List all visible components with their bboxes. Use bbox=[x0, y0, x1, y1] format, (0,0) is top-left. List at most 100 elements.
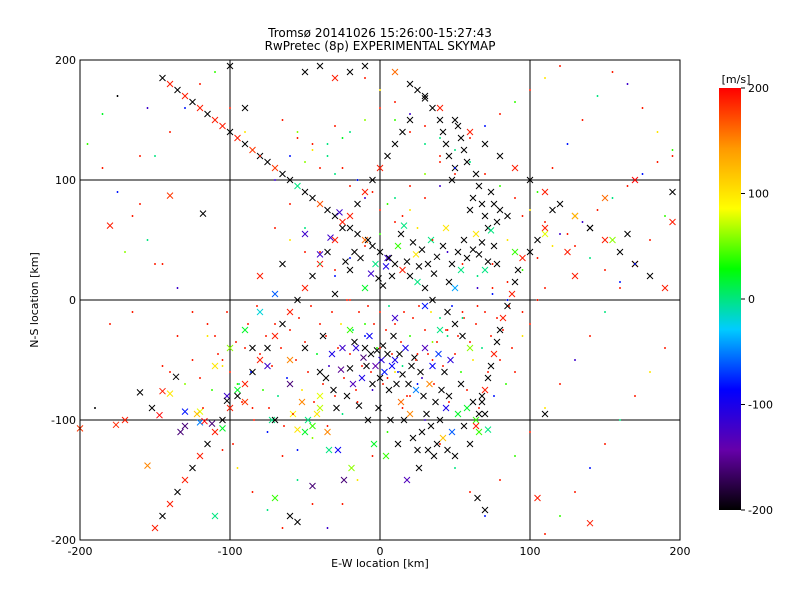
cross-marker bbox=[430, 452, 438, 460]
cross-marker bbox=[541, 410, 549, 418]
point-marker bbox=[386, 431, 389, 433]
point-marker bbox=[202, 407, 204, 409]
cross-marker bbox=[661, 284, 669, 292]
cross-marker bbox=[466, 344, 474, 352]
colorbar-tick-label: -100 bbox=[748, 399, 773, 412]
cross-marker bbox=[234, 392, 241, 400]
cross-marker bbox=[444, 446, 451, 454]
cross-marker bbox=[504, 212, 511, 220]
point-marker bbox=[262, 389, 264, 391]
cross-marker bbox=[444, 308, 451, 316]
cross-marker bbox=[208, 420, 216, 427]
cross-marker bbox=[463, 404, 471, 412]
cross-marker bbox=[234, 134, 241, 142]
y-tick-label: 200 bbox=[55, 54, 76, 67]
cross-marker bbox=[427, 236, 435, 244]
cross-marker bbox=[414, 446, 421, 454]
cross-marker bbox=[406, 116, 414, 124]
cross-marker bbox=[511, 248, 519, 256]
cross-marker bbox=[376, 374, 384, 382]
cross-marker bbox=[469, 194, 477, 202]
point-marker bbox=[146, 239, 149, 241]
point-marker bbox=[514, 197, 516, 199]
point-marker bbox=[379, 107, 381, 109]
cross-marker bbox=[294, 426, 301, 433]
point-marker bbox=[326, 155, 329, 157]
point-marker bbox=[221, 449, 224, 451]
cross-marker bbox=[478, 239, 486, 246]
point-marker bbox=[296, 449, 299, 451]
point-marker bbox=[139, 203, 141, 205]
cross-marker bbox=[376, 248, 384, 256]
cross-marker bbox=[514, 266, 522, 274]
point-marker bbox=[349, 131, 351, 133]
point-marker bbox=[619, 281, 621, 283]
cross-marker bbox=[423, 410, 430, 418]
point-marker bbox=[476, 287, 479, 289]
cross-marker bbox=[421, 95, 429, 102]
point-marker bbox=[406, 395, 408, 397]
colorbar-label: [m/s] bbox=[722, 73, 751, 86]
point-marker bbox=[484, 515, 486, 517]
point-marker bbox=[397, 371, 399, 373]
colorbar-tick-label: 0 bbox=[748, 293, 755, 306]
cross-marker bbox=[451, 284, 459, 292]
point-marker bbox=[346, 299, 348, 301]
cross-marker bbox=[438, 386, 445, 394]
cross-marker bbox=[328, 350, 336, 358]
cross-marker bbox=[384, 152, 391, 160]
point-marker bbox=[116, 191, 119, 193]
point-marker bbox=[268, 407, 270, 409]
x-tick-labels: -200 -100 0 100 200 bbox=[68, 545, 691, 558]
point-marker bbox=[352, 329, 354, 331]
cross-marker bbox=[249, 368, 256, 376]
cross-marker bbox=[435, 350, 442, 358]
point-marker bbox=[271, 365, 273, 367]
point-marker bbox=[229, 107, 231, 109]
cross-marker bbox=[309, 272, 316, 280]
point-marker bbox=[343, 377, 345, 379]
cross-marker bbox=[490, 242, 498, 250]
cross-marker bbox=[466, 128, 474, 136]
point-marker bbox=[469, 161, 471, 163]
cross-marker bbox=[204, 440, 211, 448]
point-marker bbox=[319, 263, 321, 265]
point-marker bbox=[427, 353, 429, 355]
cross-marker bbox=[481, 266, 489, 274]
cross-marker bbox=[549, 206, 556, 214]
cross-marker bbox=[286, 380, 294, 388]
cross-marker bbox=[211, 116, 219, 124]
point-marker bbox=[301, 389, 303, 391]
cross-marker bbox=[496, 326, 504, 334]
cross-marker bbox=[361, 284, 369, 292]
cross-marker bbox=[439, 434, 447, 442]
point-marker bbox=[394, 119, 396, 121]
cross-marker bbox=[219, 425, 226, 432]
cross-marker bbox=[433, 253, 441, 261]
point-marker bbox=[251, 407, 254, 409]
cross-marker bbox=[385, 254, 393, 262]
cross-marker bbox=[526, 248, 534, 256]
cross-marker bbox=[400, 416, 408, 424]
cross-marker bbox=[472, 416, 480, 424]
cross-marker bbox=[193, 410, 201, 418]
cross-marker bbox=[346, 365, 354, 372]
point-marker bbox=[442, 365, 444, 367]
cross-marker bbox=[403, 476, 411, 484]
point-marker bbox=[364, 119, 366, 121]
point-marker bbox=[469, 341, 471, 343]
point-marker bbox=[418, 305, 420, 307]
cross-marker bbox=[330, 386, 337, 394]
point-marker bbox=[536, 299, 539, 301]
cross-marker bbox=[301, 68, 309, 76]
cross-marker bbox=[534, 494, 541, 502]
cross-marker bbox=[223, 392, 231, 400]
cross-marker bbox=[484, 258, 492, 265]
point-marker bbox=[184, 383, 186, 385]
point-marker bbox=[131, 215, 134, 217]
cross-marker bbox=[286, 176, 294, 184]
point-marker bbox=[334, 269, 336, 271]
cross-marker bbox=[454, 122, 462, 130]
cross-marker bbox=[400, 222, 408, 229]
point-marker bbox=[221, 359, 224, 361]
